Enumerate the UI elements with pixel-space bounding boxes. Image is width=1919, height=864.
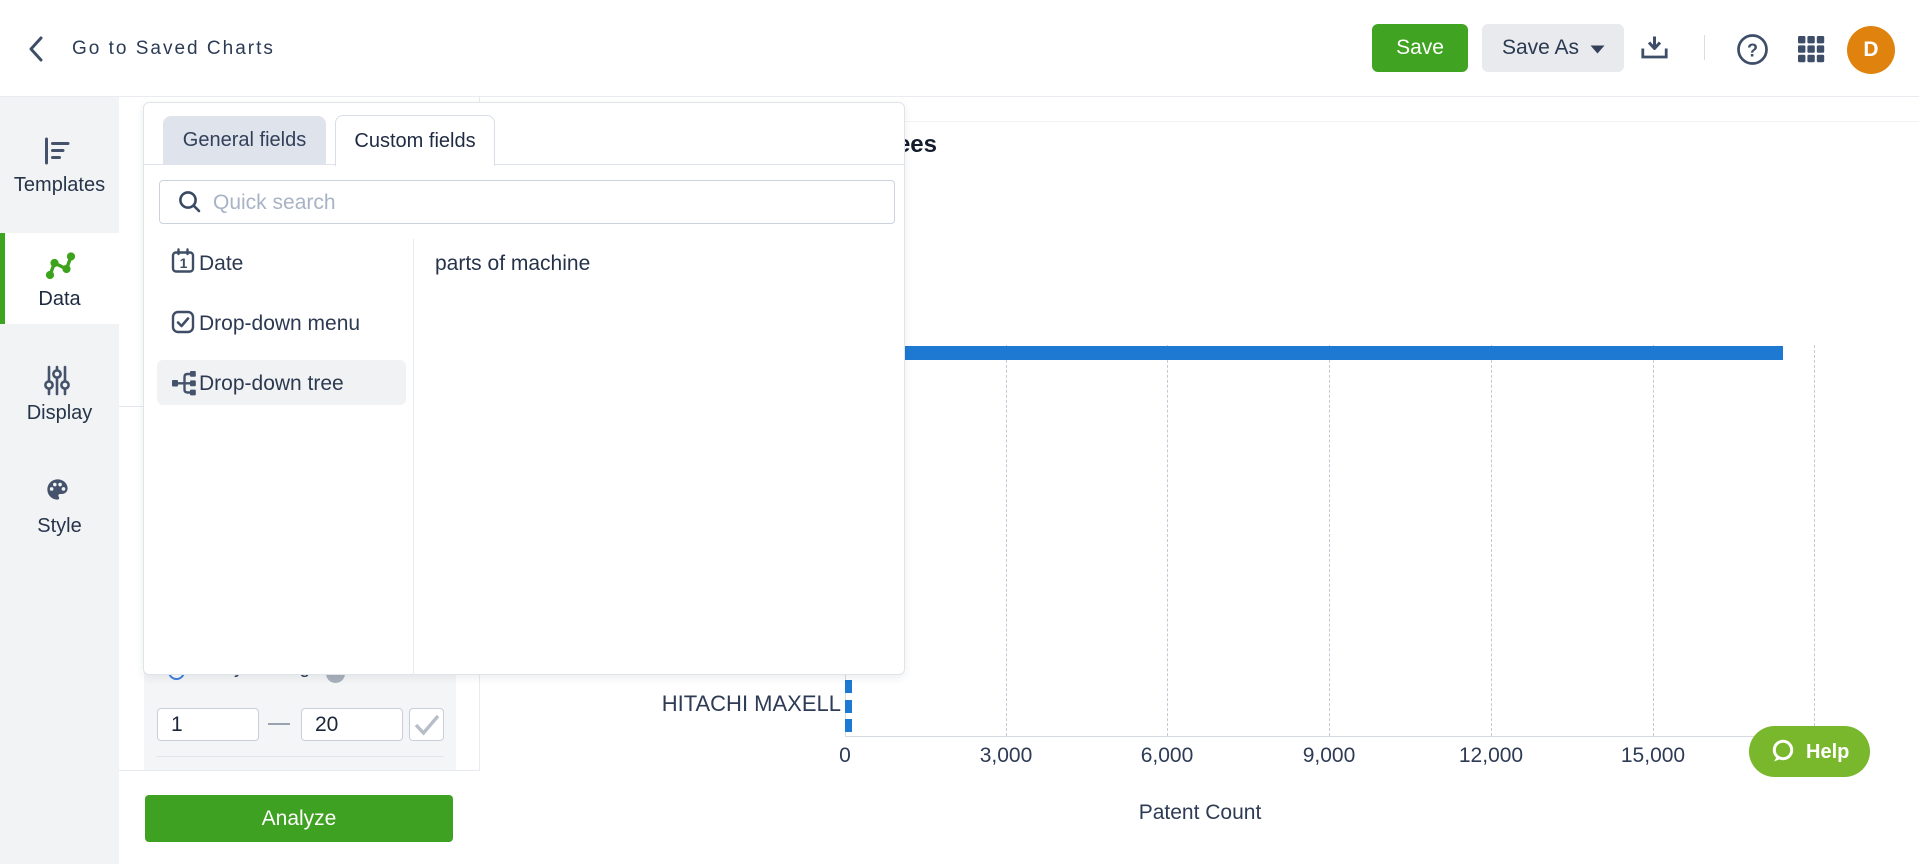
svg-text:1: 1 — [180, 255, 188, 271]
svg-text:?: ? — [1747, 41, 1758, 61]
